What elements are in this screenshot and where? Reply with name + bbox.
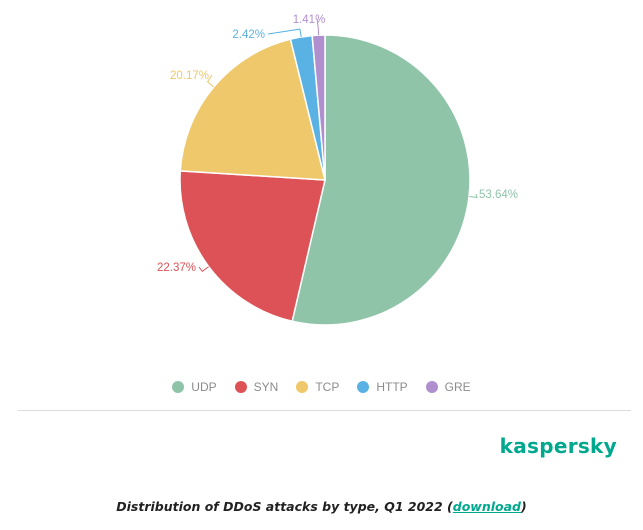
legend-swatch-syn <box>234 381 247 393</box>
legend-item-gre[interactable]: GRE <box>425 380 471 394</box>
label-connector-gre <box>316 18 320 36</box>
legend-label-tcp: TCP <box>315 380 340 394</box>
label-connector-udp <box>469 193 478 198</box>
legend-swatch-gre <box>425 381 438 393</box>
legend-swatch-tcp <box>296 381 309 393</box>
legend-item-udp[interactable]: UDP <box>172 380 217 394</box>
legend-item-tcp[interactable]: TCP <box>296 380 339 394</box>
pie-chart: 53.64% 22.37% 20.17% 2.42% 1.41% <box>157 14 518 326</box>
label-connector-syn <box>198 266 209 272</box>
pie-slice-syn[interactable] <box>179 170 326 323</box>
data-label-tcp: 20.17% <box>170 70 209 82</box>
data-label-http: 2.42% <box>232 29 265 41</box>
pie-slice-udp[interactable] <box>291 34 471 326</box>
caption-suffix: ) <box>521 499 527 514</box>
legend-label-http: HTTP <box>376 380 408 394</box>
pie-slice-gre[interactable] <box>311 34 326 181</box>
legend-label-syn: SYN <box>253 380 279 394</box>
caption-text: Distribution of DDoS attacks by type, Q1… <box>116 499 453 514</box>
legend-label-gre: GRE <box>444 380 471 394</box>
data-label-syn: 22.37% <box>157 262 196 274</box>
divider <box>18 410 631 411</box>
legend-item-http[interactable]: HTTP <box>357 380 408 394</box>
chart-legend: UDP SYN TCP HTTP GRE <box>0 380 643 394</box>
legend-label-udp: UDP <box>191 380 217 394</box>
legend-item-syn[interactable]: SYN <box>234 380 279 394</box>
legend-swatch-udp <box>172 381 185 393</box>
chart-caption: Distribution of DDoS attacks by type, Q1… <box>0 499 643 514</box>
label-connector-http <box>267 28 302 38</box>
pie-slice-tcp[interactable] <box>179 38 326 181</box>
legend-swatch-http <box>357 381 370 393</box>
data-label-udp: 53.64% <box>479 189 518 201</box>
data-label-gre: 1.41% <box>293 14 326 26</box>
download-link[interactable]: download <box>452 499 522 514</box>
kaspersky-logo: kaspersky <box>499 434 617 458</box>
label-connector-tcp <box>206 74 215 88</box>
